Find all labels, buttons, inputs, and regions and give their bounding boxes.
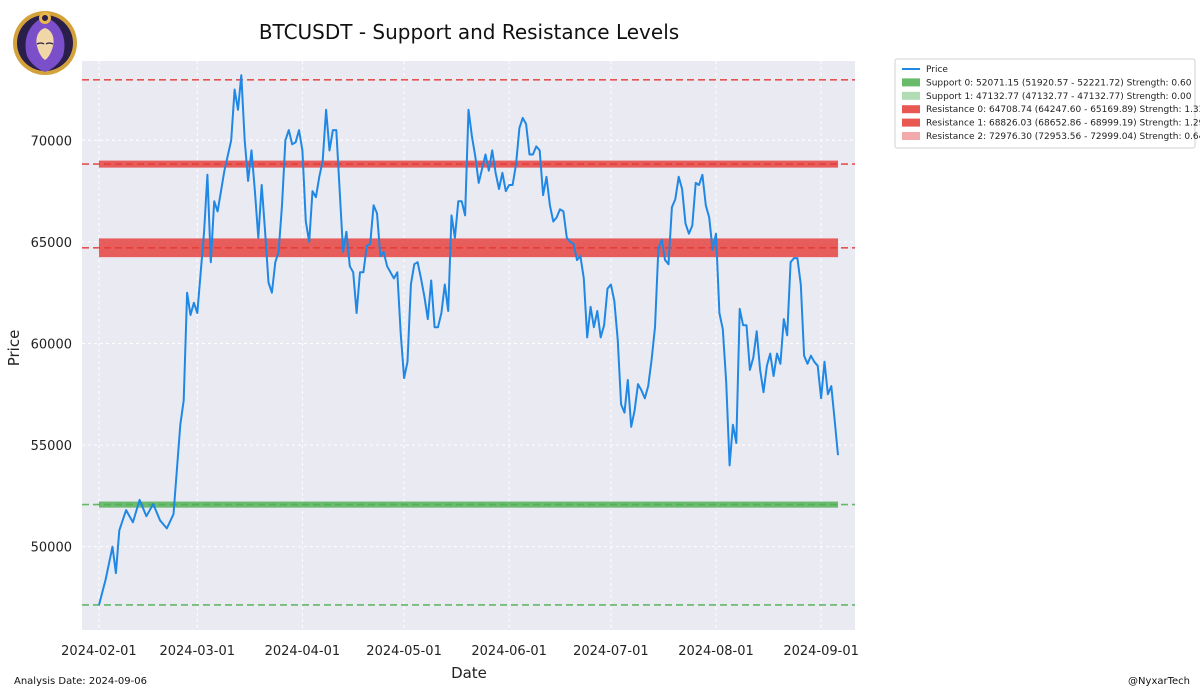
legend-entry-label: Resistance 0: 64708.74 (64247.60 - 65169…	[926, 105, 1200, 115]
plot-area	[82, 61, 855, 630]
legend-level-swatch	[902, 91, 920, 100]
x-axis-label: Date	[451, 664, 487, 682]
y-tick-label: 65000	[31, 236, 72, 251]
x-tick-label: 2024-03-01	[159, 644, 235, 659]
x-tick-label: 2024-09-01	[783, 644, 859, 659]
legend-entry-label: Resistance 2: 72976.30 (72953.56 - 72999…	[926, 132, 1200, 142]
x-tick-label: 2024-05-01	[366, 644, 442, 659]
legend-level-swatch	[902, 78, 920, 87]
guardian-face-logo-icon	[13, 11, 77, 75]
x-tick-label: 2024-06-01	[471, 644, 547, 659]
legend-level-swatch	[902, 105, 920, 114]
chart-title: BTCUSDT - Support and Resistance Levels	[259, 20, 679, 44]
x-tick-label: 2024-07-01	[573, 644, 649, 659]
analysis-date: Analysis Date: 2024-09-06	[14, 676, 147, 687]
x-tick-label: 2024-02-01	[61, 644, 137, 659]
legend-level-swatch	[902, 132, 920, 140]
price-line	[98, 74, 839, 606]
y-tick-label: 50000	[31, 541, 72, 556]
y-tick-label: 70000	[31, 134, 72, 149]
legend-entry-label: Resistance 1: 68826.03 (68652.86 - 68999…	[926, 119, 1200, 129]
legend-level-swatch	[902, 118, 920, 127]
credit-handle: @NyxarTech	[1128, 676, 1190, 687]
y-ticks: 50000 55000 60000 65000 70000	[31, 134, 72, 555]
x-tick-label: 2024-08-01	[678, 644, 754, 659]
level-lines	[82, 78, 855, 606]
x-ticks: 2024-02-01 2024-03-01 2024-04-01 2024-05-01…	[61, 644, 859, 659]
legend-entry-label: Support 0: 52071.15 (51920.57 - 52221.72…	[926, 78, 1192, 88]
y-tick-label: 55000	[31, 439, 72, 454]
legend-entry-label: Support 1: 47132.77 (47132.77 - 47132.77…	[926, 92, 1192, 102]
legend-entry-label: Price	[926, 65, 948, 75]
y-tick-label: 60000	[31, 337, 72, 352]
y-axis-label: Price	[5, 330, 23, 367]
legend: Price Support 0: 52071.15 (51920.57 - 522…	[894, 58, 1200, 149]
x-tick-label: 2024-04-01	[265, 644, 341, 659]
legend-frame	[894, 58, 1196, 149]
